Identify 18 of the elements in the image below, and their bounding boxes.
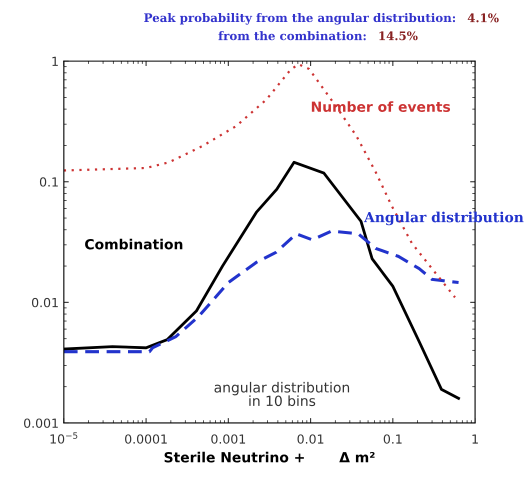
x-tick-label: 1 (472, 434, 478, 444)
x-tick-label: 0.001 (211, 434, 246, 444)
x-tick-label: 10$^{−5}$ (50, 432, 78, 444)
text: 14.5% (379, 31, 418, 40)
chart-subtitle: from the combination: (218, 31, 366, 40)
y-tick-label: 1 (52, 56, 58, 66)
x-tick-label: 0.01 (297, 434, 324, 444)
text: Combination (85, 238, 182, 250)
text: 4.1% (468, 13, 499, 22)
x-axis-title: Sterile Neutrino + Δ m² (164, 452, 375, 462)
chart-title: Peak probability from the angular distribution: (144, 13, 456, 25)
y-tick-label: 0.1 (40, 177, 58, 187)
x-tick-label: 0.1 (384, 434, 402, 444)
y-tick-label: 0.001 (24, 418, 58, 428)
x-tick-label: 0.0001 (125, 434, 167, 444)
annotation: angular distribution in 10 bins (214, 382, 350, 406)
series-label: Number of events (312, 101, 450, 112)
y-tick-label: 0.01 (32, 298, 58, 308)
